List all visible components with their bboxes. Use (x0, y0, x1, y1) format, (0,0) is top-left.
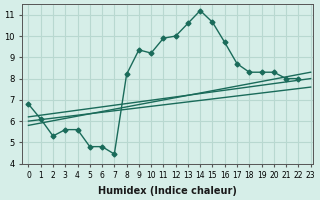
X-axis label: Humidex (Indice chaleur): Humidex (Indice chaleur) (98, 186, 237, 196)
